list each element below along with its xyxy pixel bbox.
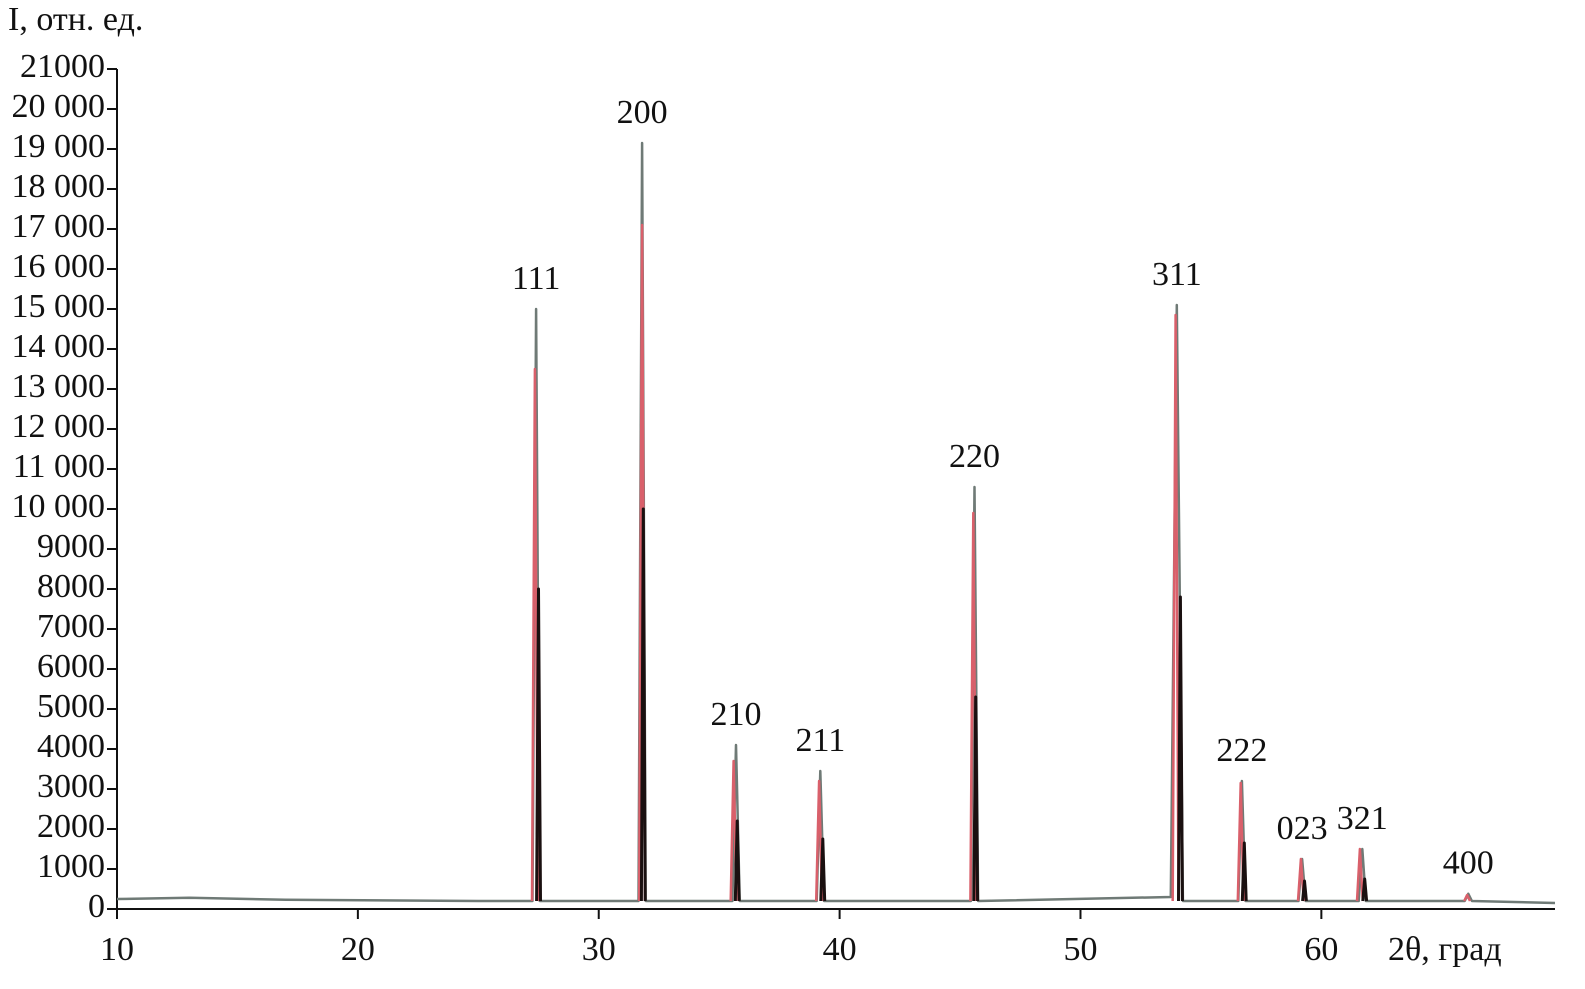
x-tick-label: 50 xyxy=(1063,931,1097,968)
peak-label: 220 xyxy=(949,438,1000,475)
y-tick-label: 12 000 xyxy=(12,408,106,445)
y-tick-label: 14 000 xyxy=(12,328,106,365)
y-tick-label: 15 000 xyxy=(12,288,106,325)
x-tick-label: 60 xyxy=(1304,931,1338,968)
data-line xyxy=(116,141,1556,905)
y-tick-label: 10 000 xyxy=(12,488,106,525)
peak-label: 210 xyxy=(711,696,762,733)
y-axis-title: I, отн. ед. xyxy=(8,1,143,38)
peak-label: 400 xyxy=(1443,845,1494,882)
y-tick-label: 1000 xyxy=(37,848,105,885)
data-line xyxy=(530,223,1472,902)
y-tick-label: 5000 xyxy=(37,688,105,725)
x-axis-title: 2θ, град xyxy=(1388,931,1502,968)
peak-label: 321 xyxy=(1337,800,1388,837)
y-tick-label: 4000 xyxy=(37,728,105,765)
y-tick-label: 3000 xyxy=(37,768,105,805)
y-tick-label: 16 000 xyxy=(12,248,106,285)
peak-label: 111 xyxy=(512,260,560,297)
x-tick-label: 20 xyxy=(341,931,375,968)
y-tick-label: 2000 xyxy=(37,808,105,845)
peak-label: 211 xyxy=(795,722,845,759)
y-tick-label: 11 000 xyxy=(13,448,105,485)
y-tick-label: 7000 xyxy=(37,608,105,645)
x-tick-label: 30 xyxy=(582,931,616,968)
y-tick-label: 17 000 xyxy=(12,208,106,245)
x-tick-label: 10 xyxy=(100,931,134,968)
y-tick-label: 19 000 xyxy=(12,128,106,165)
y-tick-label: 13 000 xyxy=(12,368,106,405)
peak-label: 222 xyxy=(1216,732,1267,769)
y-tick-label: 8000 xyxy=(37,568,105,605)
y-tick-label: 0 xyxy=(88,888,105,925)
peak-label: 023 xyxy=(1277,810,1328,847)
data-line xyxy=(535,507,1369,902)
y-tick-label: 9000 xyxy=(37,528,105,565)
peak-label: 311 xyxy=(1152,256,1202,293)
peak-label: 200 xyxy=(617,94,668,131)
y-tick-label: 18 000 xyxy=(12,168,106,205)
x-tick-label: 40 xyxy=(823,931,857,968)
y-tick-label: 6000 xyxy=(37,648,105,685)
y-tick-label: 20 000 xyxy=(12,88,106,125)
y-tick-label: 21000 xyxy=(20,48,105,85)
